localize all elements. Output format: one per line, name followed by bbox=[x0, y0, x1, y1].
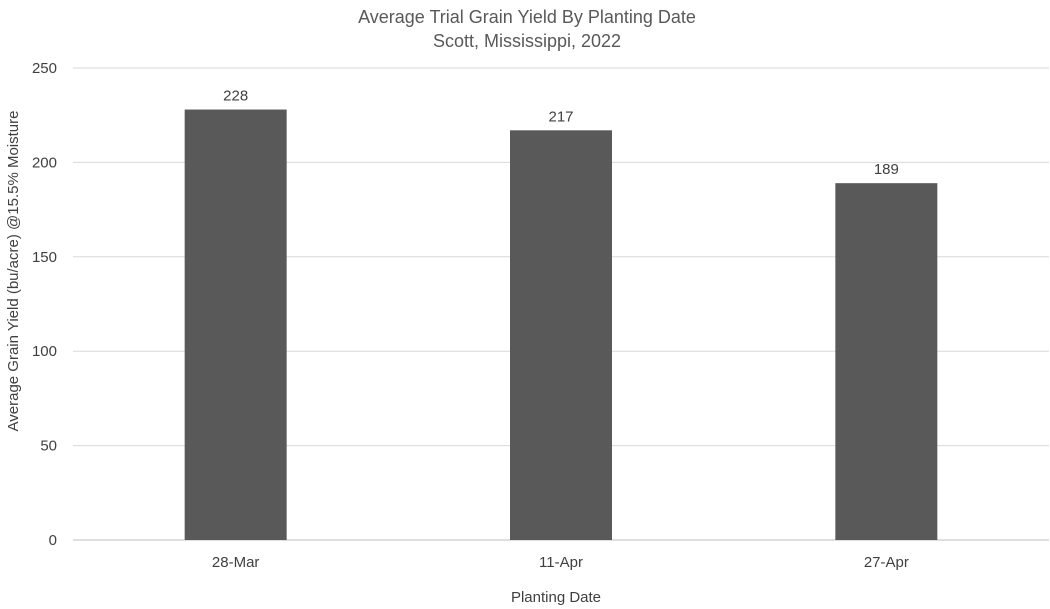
y-tick-label: 0 bbox=[49, 532, 57, 549]
x-tick-label: 27-Apr bbox=[864, 554, 909, 571]
y-axis-ticks: 0 50 100 150 200 250 bbox=[32, 60, 57, 549]
y-axis-label: Average Grain Yield (bu/acre) @15.5% Moi… bbox=[5, 111, 22, 432]
chart-subtitle: Scott, Mississippi, 2022 bbox=[433, 31, 621, 51]
y-tick-label: 50 bbox=[40, 438, 57, 455]
data-label: 228 bbox=[223, 88, 248, 105]
chart-title: Average Trial Grain Yield By Planting Da… bbox=[358, 7, 696, 27]
x-tick-label: 28-Mar bbox=[212, 554, 260, 571]
y-tick-label: 100 bbox=[32, 343, 57, 360]
data-label: 217 bbox=[548, 108, 573, 125]
data-labels: 228 217 189 bbox=[223, 88, 899, 179]
bars bbox=[184, 109, 938, 540]
y-tick-label: 250 bbox=[32, 60, 57, 77]
y-tick-label: 150 bbox=[32, 249, 57, 266]
x-axis-ticks: 28-Mar 11-Apr 27-Apr bbox=[212, 554, 909, 571]
x-tick-label: 11-Apr bbox=[539, 554, 583, 571]
bar bbox=[510, 130, 612, 540]
bar bbox=[835, 183, 938, 540]
bar bbox=[184, 109, 287, 540]
y-tick-label: 200 bbox=[32, 154, 57, 171]
x-axis-label: Planting Date bbox=[511, 589, 601, 606]
data-label: 189 bbox=[874, 161, 899, 178]
